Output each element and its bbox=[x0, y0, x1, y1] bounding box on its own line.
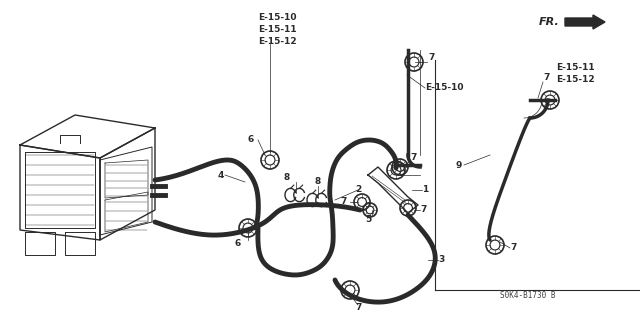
FancyArrow shape bbox=[565, 15, 605, 29]
Text: 7: 7 bbox=[340, 197, 347, 206]
Text: 5: 5 bbox=[365, 216, 371, 225]
Text: 7: 7 bbox=[428, 54, 435, 63]
Text: E-15-11: E-15-11 bbox=[258, 26, 296, 34]
Text: 6: 6 bbox=[248, 136, 254, 145]
Text: 3: 3 bbox=[438, 256, 444, 264]
Text: 7: 7 bbox=[510, 243, 516, 253]
Text: 1: 1 bbox=[422, 186, 428, 195]
Text: 8: 8 bbox=[284, 174, 290, 182]
Text: 6: 6 bbox=[235, 240, 241, 249]
Text: 7: 7 bbox=[410, 153, 417, 162]
Text: 7: 7 bbox=[420, 205, 426, 214]
Text: 7: 7 bbox=[543, 73, 549, 83]
Text: E-15-12: E-15-12 bbox=[556, 76, 595, 85]
Text: E-15-10: E-15-10 bbox=[425, 84, 463, 93]
Text: 2: 2 bbox=[355, 186, 361, 195]
Text: FR.: FR. bbox=[540, 17, 560, 27]
Text: 7: 7 bbox=[355, 302, 362, 311]
Text: 4: 4 bbox=[218, 170, 225, 180]
Text: S0K4-B1730 B: S0K4-B1730 B bbox=[500, 291, 556, 300]
Text: E-15-12: E-15-12 bbox=[258, 38, 296, 47]
Text: 8: 8 bbox=[315, 177, 321, 187]
Text: E-15-11: E-15-11 bbox=[556, 63, 595, 72]
Text: E-15-10: E-15-10 bbox=[258, 13, 296, 23]
Text: 9: 9 bbox=[455, 160, 461, 169]
